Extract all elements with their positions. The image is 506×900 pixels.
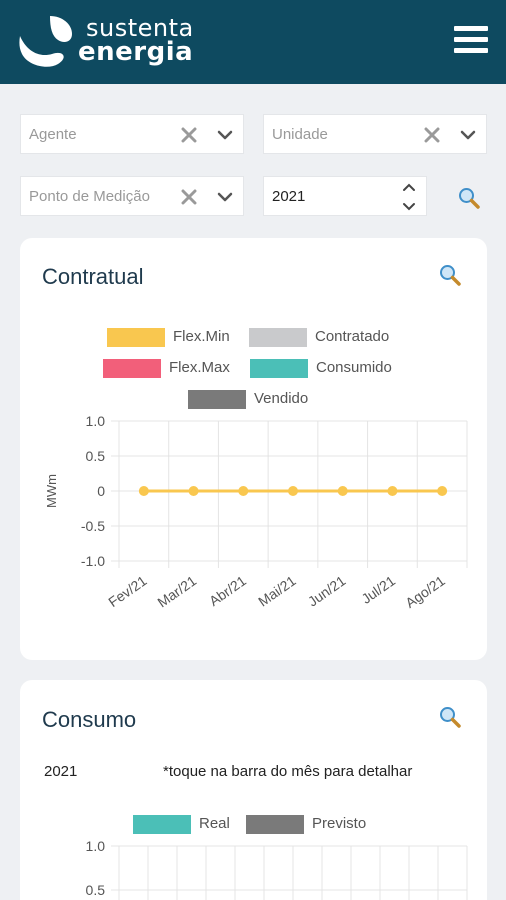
spinner-arrows-icon[interactable] xyxy=(402,180,416,214)
brand-logo-icon xyxy=(19,16,72,67)
x-tick-label: Abr/21 xyxy=(206,572,249,609)
close-icon[interactable] xyxy=(181,127,197,143)
unidade-select[interactable]: Unidade xyxy=(263,114,487,154)
data-point xyxy=(238,486,249,496)
y-tick-label: 0.5 xyxy=(86,448,106,464)
consumo-hint: *toque na barra do mês para detalhar xyxy=(163,763,413,780)
agente-select[interactable]: Agente xyxy=(20,114,244,154)
agente-placeholder: Agente xyxy=(29,126,77,143)
unidade-placeholder: Unidade xyxy=(272,126,328,143)
year-value: 2021 xyxy=(272,188,306,205)
x-tick-label: Jul/21 xyxy=(358,572,398,607)
y-tick-label: 0.5 xyxy=(86,882,106,898)
y-tick-label: 1.0 xyxy=(86,838,106,854)
x-tick-label: Mar/21 xyxy=(154,572,199,610)
search-icon[interactable] xyxy=(439,706,461,728)
brand-line-1: sustenta xyxy=(86,14,194,42)
data-point xyxy=(138,486,149,496)
y-tick-label: 0 xyxy=(97,483,105,499)
close-icon[interactable] xyxy=(424,127,440,143)
data-point xyxy=(337,486,348,496)
y-axis-label: MWm xyxy=(44,474,59,508)
data-point xyxy=(288,486,298,496)
consumo-year: 2021 xyxy=(44,763,78,780)
y-tick-label: -1.0 xyxy=(81,553,105,569)
contratual-card: Contratual Flex.Min Contratado Flex.Max … xyxy=(20,238,487,660)
ponto-medicao-placeholder: Ponto de Medição xyxy=(29,188,150,205)
chevron-down-icon[interactable] xyxy=(217,129,233,141)
data-point xyxy=(387,486,398,496)
brand-line-2: energia xyxy=(78,37,194,67)
data-point xyxy=(188,486,199,496)
hamburger-menu-icon[interactable] xyxy=(454,24,490,56)
contratual-title: Contratual xyxy=(42,264,144,289)
year-input[interactable]: 2021 xyxy=(263,176,427,216)
x-tick-label: Mai/21 xyxy=(255,572,299,609)
ponto-medicao-select[interactable]: Ponto de Medição xyxy=(20,176,244,216)
top-app-bar: sustenta energia xyxy=(0,0,506,84)
y-tick-label: -0.5 xyxy=(81,518,105,534)
chevron-down-icon[interactable] xyxy=(460,129,476,141)
y-tick-label: 1.0 xyxy=(86,413,106,429)
contratual-line-chart: 1.0 0.5 0 -0.5 -1.0 MWm Fev/21 Mar/21 Abr/21 Mai/… xyxy=(44,413,468,611)
search-icon[interactable] xyxy=(439,264,461,286)
chevron-down-icon[interactable] xyxy=(217,191,233,203)
x-tick-label: Jun/21 xyxy=(305,572,349,609)
consumo-bar-chart: 1.0 0.5 xyxy=(86,838,468,900)
data-point xyxy=(437,486,448,496)
x-tick-label: Ago/21 xyxy=(402,572,448,611)
search-icon[interactable] xyxy=(458,187,480,209)
consumo-title: Consumo xyxy=(42,707,137,732)
close-icon[interactable] xyxy=(181,189,197,205)
brand-wordmark: sustenta energia xyxy=(78,14,194,65)
x-tick-label: Fev/21 xyxy=(105,572,149,610)
consumo-card: Consumo 2021 *toque na barra do mês para… xyxy=(20,680,487,900)
